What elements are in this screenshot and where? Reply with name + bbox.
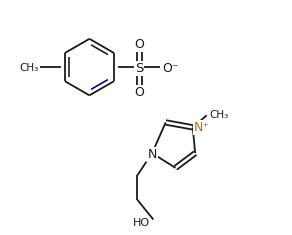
Text: O⁻: O⁻: [162, 62, 179, 75]
Text: CH₃: CH₃: [209, 110, 228, 120]
Text: CH₃: CH₃: [19, 63, 38, 73]
Text: N: N: [147, 148, 157, 161]
Text: S: S: [135, 62, 144, 75]
Text: HO: HO: [133, 218, 150, 228]
Text: O: O: [134, 86, 144, 99]
Text: O: O: [134, 38, 144, 51]
Text: N⁺: N⁺: [194, 121, 210, 134]
